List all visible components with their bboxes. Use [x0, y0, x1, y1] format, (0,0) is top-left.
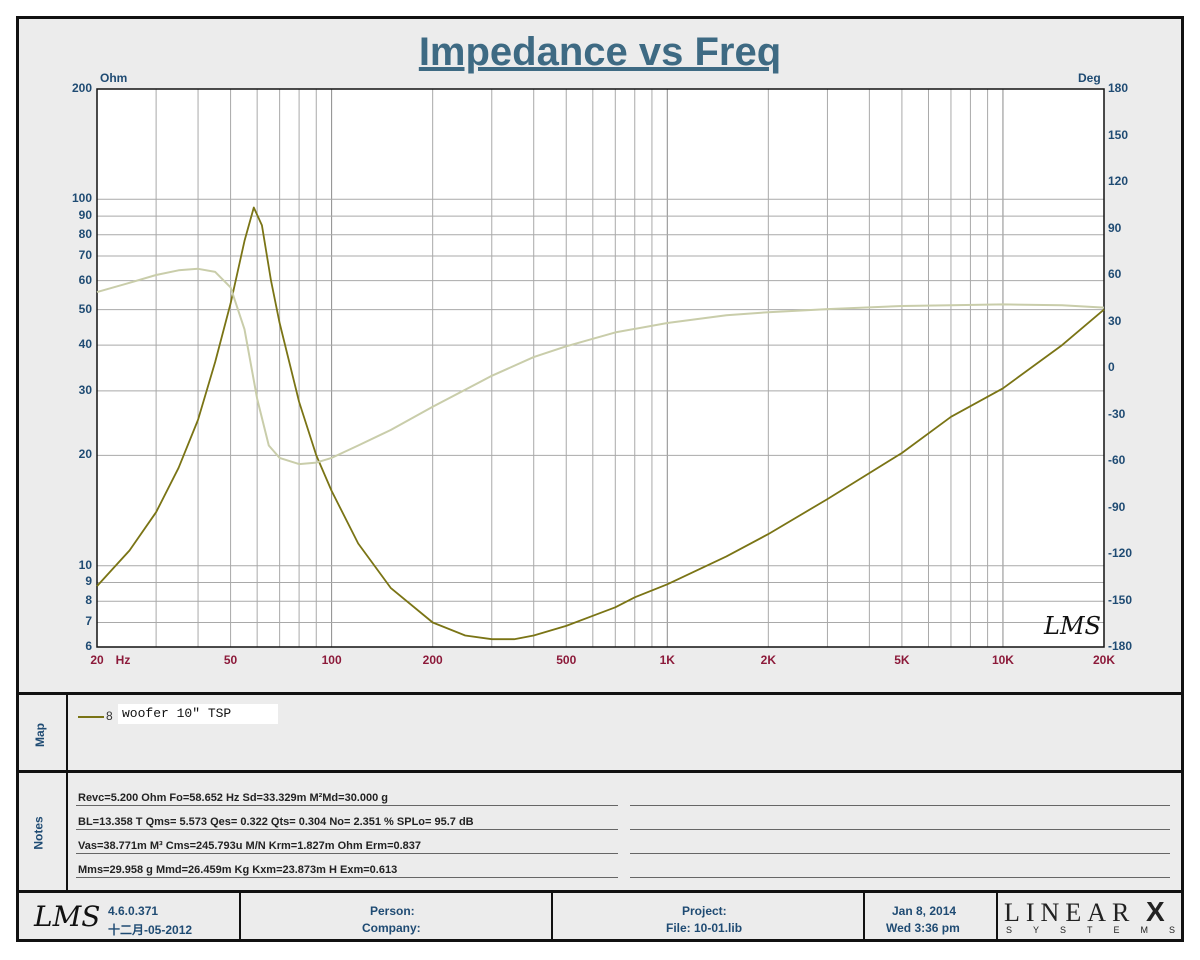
y-right-tick-label: 90: [1108, 220, 1122, 235]
x-tick-label: 200: [422, 653, 443, 667]
lms-watermark: LMS: [1044, 612, 1101, 640]
y-left-tick-label: 70: [78, 248, 92, 263]
x-tick-label: 20K: [1092, 653, 1116, 667]
note-line-3: Vas=38.771m M³ Cms=245.793u M/N Krm=1.82…: [78, 840, 422, 852]
brand-name: LINEAR: [1004, 898, 1136, 927]
phase-curve: [96, 267, 1105, 466]
note-rule: [76, 853, 618, 854]
plot-border: [96, 88, 1105, 648]
map-label: Map: [33, 723, 47, 747]
version-text: 4.6.0.371: [108, 904, 159, 918]
x-tick-label: 100: [321, 653, 342, 667]
footer-divider: [551, 893, 553, 940]
date-text: Jan 8, 2014: [892, 904, 957, 918]
notes-label: Notes: [31, 816, 46, 850]
impedance-curve: [96, 206, 1105, 641]
y-right-tick-label: -120: [1108, 546, 1133, 560]
y-left-tick-label: 7: [85, 614, 92, 629]
y-left-tick-label: 30: [78, 382, 92, 397]
brand-x: X: [1146, 896, 1171, 927]
y-right-tick-label: -60: [1108, 453, 1126, 467]
legend-name: woofer 10" TSP: [122, 706, 232, 721]
legend-number: 8: [106, 709, 113, 723]
y-right-tick-label: 0: [1108, 360, 1115, 374]
y-left-tick-label: 8: [85, 593, 92, 608]
footer-divider: [239, 893, 241, 940]
y-right-tick-label: 180: [1108, 81, 1129, 95]
note-rule: [76, 877, 618, 878]
y-left-tick-label: 10: [78, 557, 92, 572]
y-left-unit: Ohm: [100, 71, 128, 85]
x-tick-label: 20: [90, 653, 104, 667]
lms-logo: LMS: [34, 900, 101, 933]
divider-footer: [18, 890, 1182, 893]
footer-divider: [996, 893, 998, 940]
y-right-tick-label: 120: [1108, 174, 1129, 188]
chart-title: Impedance vs Freq: [418, 30, 782, 74]
x-tick-label: 500: [556, 653, 577, 667]
plot-area: [97, 89, 1104, 647]
day-time-text: Wed 3:36 pm: [886, 921, 960, 935]
y-left-tick-label: 200: [71, 81, 92, 95]
y-left-tick-label: 90: [78, 208, 92, 223]
note-line-1: Revc=5.200 Ohm Fo=58.652 Hz Sd=33.329m M…: [78, 792, 388, 804]
project-label: Project:: [682, 904, 727, 918]
y-right-tick-label: -150: [1108, 592, 1133, 607]
y-right-tick-label: 30: [1108, 313, 1122, 328]
file-label: File: 10-01.lib: [666, 921, 743, 935]
note-rule: [630, 805, 1170, 806]
y-right-tick-label: 60: [1108, 267, 1122, 281]
side-column-divider: [66, 695, 68, 890]
build-date-text: 十二月-05-2012: [108, 923, 193, 937]
note-line-2: BL=13.358 T Qms= 5.573 Qes= 0.322 Qts= 0…: [78, 816, 474, 828]
legend-name-box[interactable]: [118, 704, 278, 724]
y-left-tick-label: 100: [71, 191, 92, 206]
y-right-unit: Deg: [1078, 71, 1101, 85]
y-right-tick-label: 150: [1108, 127, 1129, 142]
x-tick-label: 10K: [991, 653, 1014, 667]
x-tick-label: 1K: [659, 653, 675, 667]
company-label: Company:: [362, 921, 421, 935]
y-left-tick-label: 20: [78, 447, 92, 462]
x-tick-label: 2K: [760, 653, 776, 667]
note-line-4: Mms=29.958 g Mmd=26.459m Kg Kxm=23.873m …: [78, 864, 398, 876]
x-unit-label: Hz: [115, 653, 131, 667]
brand-subtitle: SYSTEMS: [1006, 925, 1197, 935]
y-left-tick-label: 50: [78, 301, 92, 316]
y-left-tick-label: 80: [78, 226, 92, 241]
y-right-tick-label: -30: [1108, 406, 1126, 421]
y-right-tick-label: -90: [1108, 499, 1126, 514]
y-right-tick-label: -180: [1108, 639, 1133, 653]
legend-swatch: [78, 716, 104, 718]
divider-map: [18, 692, 1182, 695]
x-tick-label: 50: [223, 653, 238, 667]
note-rule: [630, 877, 1170, 878]
y-left-tick-label: 40: [78, 337, 92, 352]
footer-divider: [863, 893, 865, 940]
y-left-tick-label: 9: [85, 574, 92, 589]
x-tick-label: 5K: [894, 653, 910, 667]
y-left-tick-label: 6: [85, 639, 92, 653]
note-rule: [76, 829, 618, 830]
y-left-tick-label: 60: [78, 272, 92, 287]
note-rule: [630, 829, 1170, 830]
divider-notes: [18, 770, 1182, 773]
person-label: Person:: [370, 904, 415, 918]
note-rule: [630, 853, 1170, 854]
note-rule: [76, 805, 618, 806]
